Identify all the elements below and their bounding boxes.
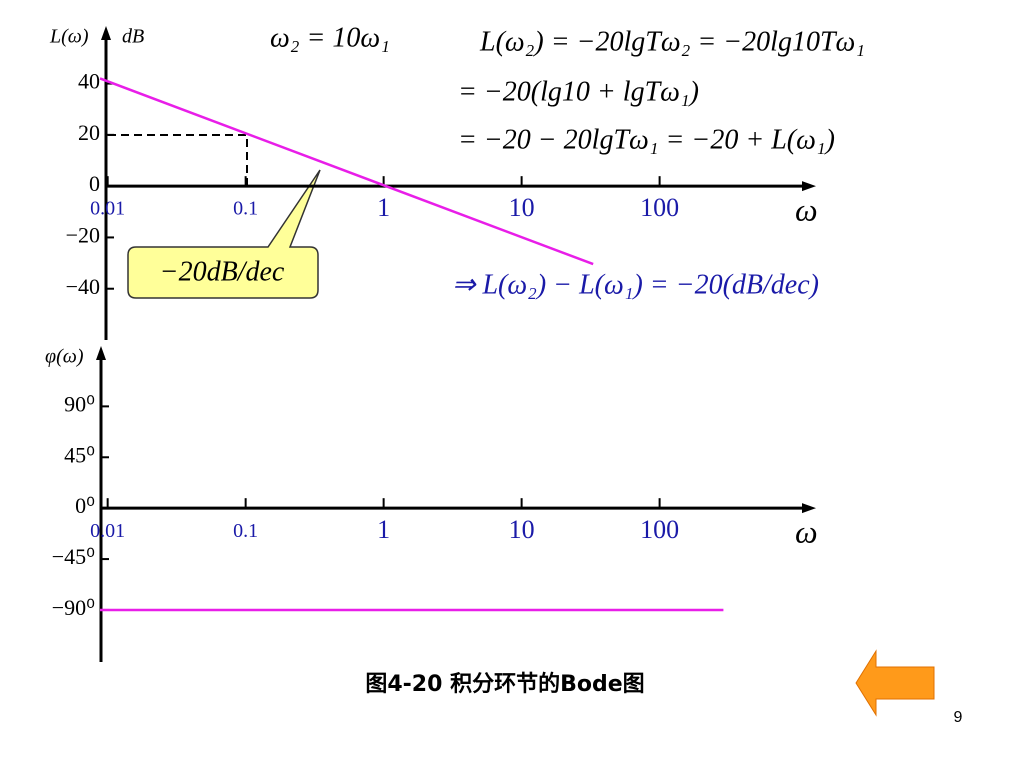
y-tick-label: −45⁰ <box>52 544 95 569</box>
x-tick-label: 0.1 <box>233 520 258 542</box>
back-button[interactable] <box>855 649 935 717</box>
y-tick-label: 40 <box>78 69 100 94</box>
y-tick-label: 0⁰ <box>75 493 95 518</box>
y-axis-label: L(ω) <box>49 26 89 48</box>
x-tick-label: 100 <box>640 515 679 544</box>
equation: ⇒ L(ω₂) − L(ω₁) = −20(dB/dec) <box>452 269 819 300</box>
x-tick-label: 10 <box>509 193 535 222</box>
x-tick-label: 1 <box>377 515 390 544</box>
x-axis-label: ω <box>795 191 818 227</box>
x-tick-label: 10 <box>509 515 535 544</box>
y-axis-label: φ(ω) <box>45 346 84 368</box>
y-tick-label: −20 <box>66 222 100 247</box>
data-line <box>99 77 594 266</box>
y-tick-label: −40 <box>66 274 100 299</box>
axis-arrow <box>96 346 106 360</box>
page-number: 9 <box>954 709 963 726</box>
axis-arrow <box>802 181 816 192</box>
axis-arrow <box>802 503 816 514</box>
x-tick-label: 100 <box>640 193 679 222</box>
y-axis-unit: dB <box>122 26 144 48</box>
y-tick-label: 90⁰ <box>64 391 95 416</box>
guide-line <box>108 134 248 186</box>
x-axis-label: ω <box>795 514 818 550</box>
x-tick-label: 0.1 <box>233 198 258 220</box>
callout-box <box>127 169 321 299</box>
y-tick-label: 0 <box>89 171 100 196</box>
equation: = −20 − 20lgTω₁ = −20 + L(ω₁) <box>458 124 835 155</box>
axis-arrow <box>101 26 111 40</box>
x-tick-label: 0.01 <box>90 520 125 542</box>
equation: ω₂ = 10ω₁ <box>270 22 390 53</box>
y-tick-label: −90⁰ <box>52 595 95 620</box>
y-tick-label: 20 <box>78 120 100 145</box>
x-tick-label: 0.01 <box>90 198 125 220</box>
equation: = −20(lg10 + lgTω₁) <box>458 76 699 107</box>
callout-text: −20dB/dec <box>160 256 285 287</box>
caption: 图4-20 积分环节的Bode图 <box>365 671 644 697</box>
x-tick-label: 1 <box>377 193 390 222</box>
equation: L(ω₂) = −20lgTω₂ = −20lg10Tω₁ <box>479 26 865 57</box>
y-tick-label: 45⁰ <box>64 442 95 467</box>
